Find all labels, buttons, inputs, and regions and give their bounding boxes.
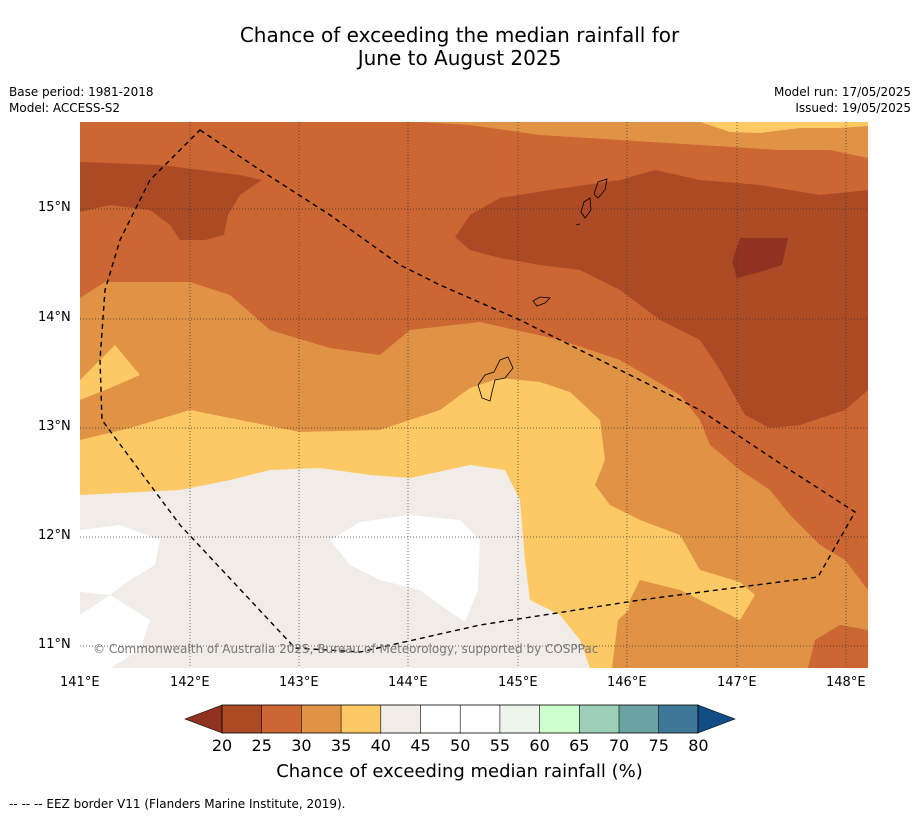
colorbar-bin-55-60 xyxy=(499,705,540,733)
chart-title-line2: June to August 2025 xyxy=(357,46,562,70)
colorbar-label-80: 80 xyxy=(688,736,709,755)
eez-border xyxy=(99,129,856,653)
colorbar-label-30: 30 xyxy=(291,736,312,755)
lon-tick-146: 146°E xyxy=(607,675,647,690)
lon-tick-141: 141°E xyxy=(60,675,100,690)
lon-tick-143: 143°E xyxy=(279,675,319,690)
contour-20-ne xyxy=(732,238,788,278)
colorbar-title: Chance of exceeding median rainfall (%) xyxy=(276,761,643,782)
lat-tick-15: 15°N xyxy=(38,200,71,215)
colorbar-bin-45-50 xyxy=(420,705,461,733)
colorbar-label-20: 20 xyxy=(211,736,233,755)
island-aguijan xyxy=(575,223,581,226)
chart-title-line1: Chance of exceeding the median rainfall … xyxy=(239,23,680,47)
contour-50-sw xyxy=(80,595,150,668)
island-saipan xyxy=(593,178,608,199)
contour-50-c xyxy=(330,515,480,622)
lon-tick-142: 142°E xyxy=(170,675,210,690)
lat-tick-11: 11°N xyxy=(38,637,71,652)
lat-tick-12: 12°N xyxy=(38,528,71,543)
lon-tick-147: 147°E xyxy=(717,675,757,690)
eez-footnote: -- -- -- EEZ border V11 (Flanders Marine… xyxy=(9,797,346,811)
contour-40-top xyxy=(700,122,868,133)
model-text: Model: ACCESS-S2 xyxy=(9,101,121,115)
colorbar-arrow-high xyxy=(697,704,736,734)
contour-40-w xyxy=(80,345,140,400)
colorbar-bin-75-80 xyxy=(658,705,699,733)
lat-tick-14: 14°N xyxy=(38,310,71,325)
colorbar-label-25: 25 xyxy=(251,736,272,755)
colorbar-label-40: 40 xyxy=(370,736,391,755)
lon-tick-144: 144°E xyxy=(388,675,428,690)
colorbar-arrow-low xyxy=(184,704,223,734)
colorbar-bin-25-30 xyxy=(261,705,302,733)
issued-text: Issued: 19/05/2025 xyxy=(795,101,911,115)
colorbar-bin-60-65 xyxy=(539,705,580,733)
contour-25-nw xyxy=(80,162,262,240)
colorbar-label-45: 45 xyxy=(410,736,431,755)
copyright-text: © Commonwealth of Australia 2025, Bureau… xyxy=(93,642,598,656)
contour-35-s xyxy=(612,590,808,668)
colorbar-bin-65-70 xyxy=(579,705,619,733)
colorbar-label-50: 50 xyxy=(450,736,471,755)
lat-tick-13: 13°N xyxy=(38,419,71,434)
colorbar-bin-30-35 xyxy=(301,705,342,733)
colorbar-label-35: 35 xyxy=(330,736,352,755)
islands xyxy=(477,178,608,402)
contour-30-se xyxy=(808,625,868,668)
colorbar-bin-20-25 xyxy=(222,705,262,733)
colorbar xyxy=(184,704,736,734)
colorbar-label-65: 65 xyxy=(569,736,590,755)
colorbar-bin-50-55 xyxy=(460,705,500,733)
lon-tick-145: 145°E xyxy=(498,675,538,690)
contour-45 xyxy=(80,465,590,668)
colorbar-label-55: 55 xyxy=(489,736,511,755)
base-period-text: Base period: 1981-2018 xyxy=(9,85,154,99)
colorbar-label-60: 60 xyxy=(529,736,550,755)
model-run-text: Model run: 17/05/2025 xyxy=(773,85,911,99)
gridlines xyxy=(80,122,868,668)
colorbar-bin-40-45 xyxy=(380,705,421,733)
colorbar-bin-35-40 xyxy=(341,705,381,733)
colorbar-bin-70-75 xyxy=(619,705,659,733)
island-guam xyxy=(477,356,514,402)
contour-50-w xyxy=(80,525,160,595)
colorbar-label-75: 75 xyxy=(648,736,669,755)
contour-25-ne xyxy=(455,170,868,428)
lon-tick-148: 148°E xyxy=(826,675,866,690)
island-tinian xyxy=(580,197,592,219)
island-rota xyxy=(532,296,551,307)
colorbar-label-70: 70 xyxy=(608,736,630,755)
